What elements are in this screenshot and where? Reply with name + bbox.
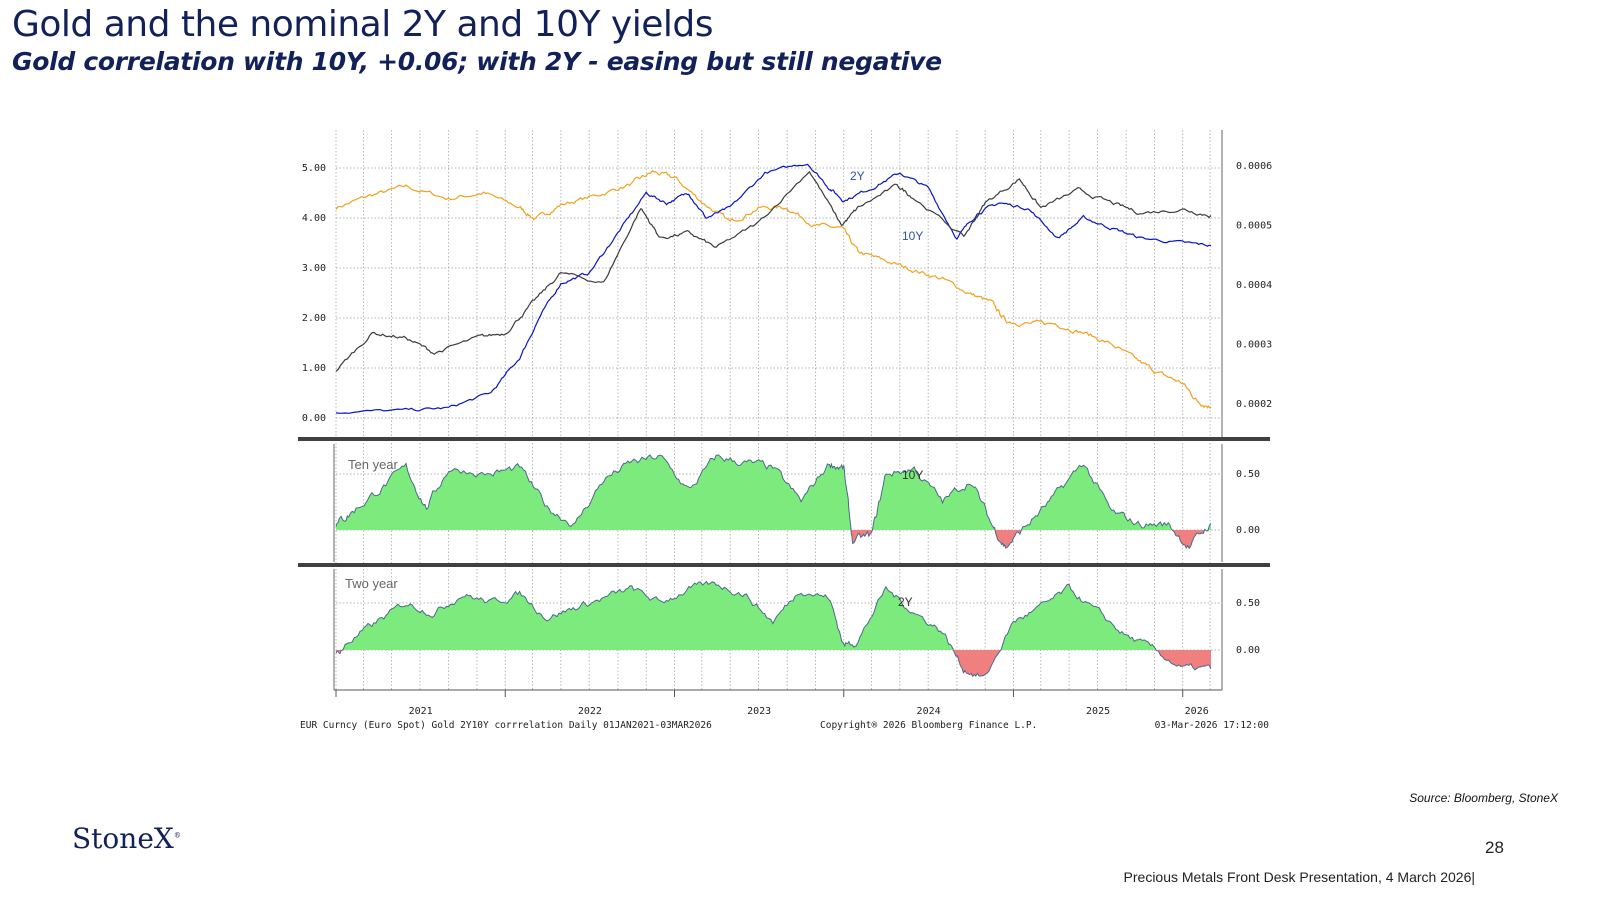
x-axis: 2021 2022 2023 2024 2025 2026 [334,689,1222,717]
series-line-two_year [335,163,1212,414]
label-2y: 2Y [850,169,865,183]
yields-panel: 0.00 1.00 2.00 3.00 4.00 5.00 0.0002 0.0003 0.00… [302,130,1272,437]
left-tick-label: 2.00 [302,313,326,324]
footer-text: Precious Metals Front Desk Presentation,… [1123,869,1475,885]
correlation-line [335,454,1212,550]
slide-subtitle: Gold correlation with 10Y, +0.06; with 2… [12,47,942,76]
x-tick-label: 2023 [747,706,771,717]
x-tick-label: 2021 [409,706,433,717]
left-tick-label: 1.00 [302,363,326,374]
slide-title: Gold and the nominal 2Y and 10Y yields [12,4,713,45]
negative-area [336,650,1211,677]
tick-label: 0.50 [1236,469,1260,480]
tick-label: 0.00 [1236,525,1260,536]
panel-label: 10Y [902,468,923,482]
series-line-ten_year [335,170,1212,372]
panel-corr_10y: 0.50 0.00 Ten year 10Y [333,444,1260,562]
panel-corr_2y: 0.50 0.00 Two year 2Y [333,569,1260,690]
left-tick-label: 3.00 [302,263,326,274]
left-tick-label: 4.00 [302,213,326,224]
right-tick-label: 0.0004 [1236,280,1272,291]
logo-text: StoneX [72,822,174,855]
label-10y: 10Y [902,229,923,243]
correlation-line [335,580,1212,678]
x-tick-label: 2025 [1086,706,1110,717]
panel-title: Ten year [348,457,399,472]
chart-footer: EUR Curncy (Euro Spot) Gold 2Y10Y corrre… [300,720,1269,731]
panel-title: Two year [345,576,398,591]
left-tick-label: 5.00 [302,163,326,174]
page-number: 28 [1485,838,1504,857]
chart-footer-right: 03-Mar-2026 17:12:00 [1155,720,1270,731]
positive-area [336,581,1211,650]
x-tick-label: 2022 [578,706,602,717]
left-tick-label: 0.00 [302,413,326,424]
right-tick-label: 0.0005 [1236,221,1272,232]
x-tick-label: 2026 [1185,706,1209,717]
right-tick-label: 0.0002 [1236,399,1272,410]
positive-area [336,455,1211,530]
chart-footer-center: Copyright® 2026 Bloomberg Finance L.P. [820,720,1037,731]
x-tick-label: 2024 [917,706,941,717]
panel-divider [298,437,1270,441]
panel-divider [298,563,1270,567]
panel-label: 2Y [898,595,913,609]
chart-footer-left: EUR Curncy (Euro Spot) Gold 2Y10Y corrre… [300,720,712,731]
series-line-gold [335,169,1212,409]
bloomberg-chart: 0.00 1.00 2.00 3.00 4.00 5.00 0.0002 0.0003 0.00… [298,130,1272,731]
stonex-logo: StoneX® [72,822,181,855]
right-tick-label: 0.0006 [1236,161,1272,172]
source-note: Source: Bloomberg, StoneX [1409,791,1558,805]
right-tick-label: 0.0003 [1236,340,1272,351]
tick-label: 0.50 [1236,598,1260,609]
tick-label: 0.00 [1236,645,1260,656]
